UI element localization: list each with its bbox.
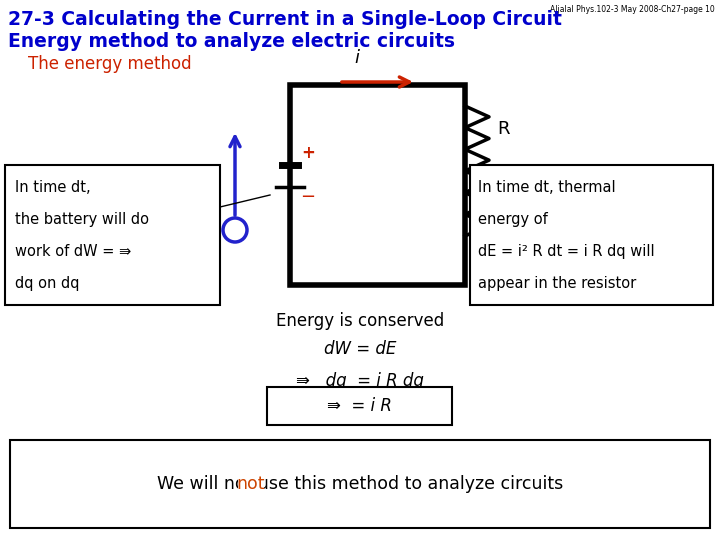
Text: work of dW = ⇛: work of dW = ⇛ — [15, 244, 131, 259]
Bar — [5, 165, 220, 305]
Bar — [470, 165, 713, 305]
Text: The energy method: The energy method — [28, 55, 192, 73]
Text: In time dt, thermal: In time dt, thermal — [478, 180, 616, 195]
Text: i: i — [354, 49, 359, 67]
Text: dW = dE: dW = dE — [324, 340, 396, 358]
Text: We will not use this method to analyze circuits: We will not use this method to analyze c… — [157, 475, 563, 493]
Text: dE = i² R dt = i R dq will: dE = i² R dt = i R dq will — [478, 244, 654, 259]
Bar — [290, 85, 465, 285]
Text: the battery will do: the battery will do — [15, 212, 149, 227]
Text: appear in the resistor: appear in the resistor — [478, 276, 636, 291]
Text: R: R — [497, 120, 510, 138]
Bar — [267, 387, 452, 425]
Text: +: + — [301, 144, 315, 162]
Text: not: not — [237, 475, 265, 493]
Text: In time dt,: In time dt, — [15, 180, 91, 195]
Text: ⇛   dq  = i R dq: ⇛ dq = i R dq — [296, 372, 424, 390]
Text: ⇛: ⇛ — [207, 172, 220, 187]
Text: Energy is conserved: Energy is conserved — [276, 312, 444, 330]
Text: dq on dq: dq on dq — [15, 276, 79, 291]
Text: Aljalal Phys.102-3 May 2008-Ch27-page 10: Aljalal Phys.102-3 May 2008-Ch27-page 10 — [550, 5, 715, 14]
Text: energy of: energy of — [478, 212, 548, 227]
Text: −: − — [300, 188, 315, 206]
Text: 27-3 Calculating the Current in a Single-Loop Circuit: 27-3 Calculating the Current in a Single… — [8, 10, 562, 29]
Text: ⇛  = i R: ⇛ = i R — [327, 397, 392, 415]
Bar — [10, 440, 710, 528]
Text: Energy method to analyze electric circuits: Energy method to analyze electric circui… — [8, 32, 455, 51]
Bar — [238, 473, 264, 495]
